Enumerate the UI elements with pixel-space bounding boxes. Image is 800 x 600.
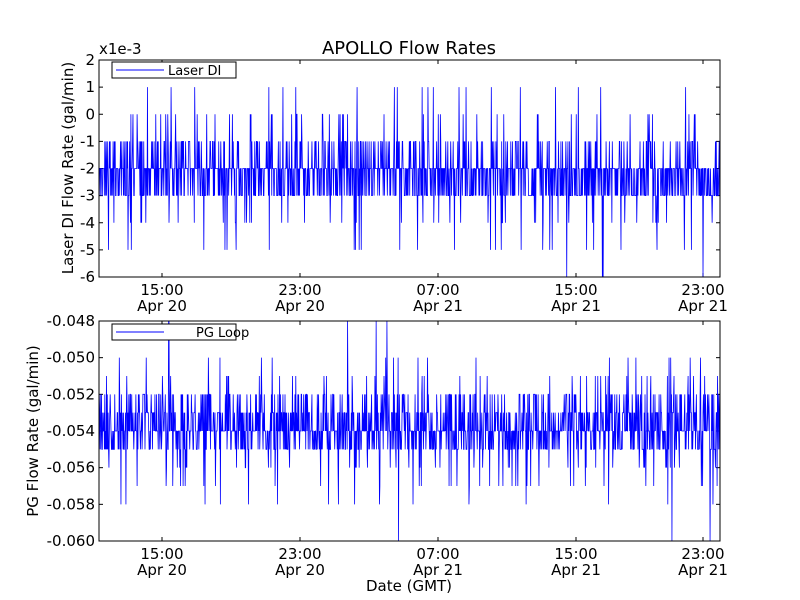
pg-loop-series-path bbox=[98, 320, 721, 542]
pg-loop-ytick-label: -0.050 bbox=[47, 349, 95, 367]
pg-loop-legend-box bbox=[111, 323, 237, 341]
pg-loop-ytick-label: -0.048 bbox=[47, 312, 95, 330]
laser-di-ytick-label: -3 bbox=[80, 187, 95, 205]
pg-loop-xtick-time: 15:00 bbox=[554, 545, 597, 563]
laser-di-legend-label: Laser DI bbox=[168, 64, 221, 79]
x-axis-label: Date (GMT) bbox=[366, 577, 452, 595]
laser-di-xtick-date: Apr 20 bbox=[275, 297, 325, 315]
laser-di-ytick-label: -5 bbox=[80, 241, 95, 259]
laser-di-ytick-label: -2 bbox=[80, 160, 95, 178]
pg-loop-xtick-date: Apr 20 bbox=[275, 561, 325, 579]
pg-loop-xtick-time: 23:00 bbox=[681, 545, 724, 563]
laser-di-xtick-date: Apr 20 bbox=[137, 297, 187, 315]
pg-loop-ytick-label: -0.056 bbox=[47, 459, 95, 477]
pg-loop-series-line bbox=[98, 320, 721, 542]
pg-loop-ylabel: PG Flow Rate (gal/min) bbox=[24, 345, 42, 517]
laser-di-xtick-date: Apr 21 bbox=[678, 297, 728, 315]
laser-di-xtick-time: 15:00 bbox=[554, 281, 597, 299]
pg-loop-xtick-time: 15:00 bbox=[140, 545, 183, 563]
laser-di-legend: Laser DI bbox=[111, 61, 237, 79]
pg-loop-plot-frame bbox=[98, 320, 721, 542]
laser-di-ytick-label: 0 bbox=[85, 105, 95, 123]
laser-di-xtick-time: 07:00 bbox=[416, 281, 459, 299]
laser-di-plot-frame bbox=[98, 59, 721, 278]
laser-di-xtick-date: Apr 21 bbox=[413, 297, 463, 315]
pg-loop-ytick-label: -0.054 bbox=[47, 422, 95, 440]
pg-loop-xtick-time: 07:00 bbox=[416, 545, 459, 563]
figure-title: APOLLO Flow Rates bbox=[322, 38, 496, 59]
pg-loop-xtick-date: Apr 21 bbox=[551, 561, 601, 579]
pg-loop-subplot: -0.060 -0.058 -0.056 -0.054 -0.052 -0.050 -0.0… bbox=[24, 312, 728, 595]
pg-loop-xtick-date: Apr 20 bbox=[137, 561, 187, 579]
laser-di-xtick-time: 23:00 bbox=[278, 281, 321, 299]
laser-di-ytick-label: -6 bbox=[80, 268, 95, 286]
laser-di-ytick-label: -4 bbox=[80, 214, 95, 232]
laser-di-ylabel: Laser DI Flow Rate (gal/min) bbox=[59, 62, 77, 274]
laser-di-legend-box bbox=[111, 61, 237, 79]
pg-loop-ytick-label: -0.060 bbox=[47, 532, 95, 550]
pg-loop-legend: PG Loop bbox=[111, 323, 249, 341]
pg-loop-xtick-date: Apr 21 bbox=[413, 561, 463, 579]
laser-di-series-line bbox=[99, 87, 721, 278]
laser-di-ytick-label: 2 bbox=[85, 51, 95, 69]
pg-loop-legend-label: PG Loop bbox=[196, 326, 249, 341]
laser-di-xtick-date: Apr 21 bbox=[551, 297, 601, 315]
laser-di-xtick-time: 15:00 bbox=[140, 281, 183, 299]
pg-loop-ticks: -0.060 -0.058 -0.056 -0.054 -0.052 -0.050 -0.0… bbox=[47, 312, 728, 579]
pg-loop-ytick-label: -0.052 bbox=[47, 385, 95, 403]
pg-loop-xtick-time: 23:00 bbox=[278, 545, 321, 563]
laser-di-xtick-time: 23:00 bbox=[681, 281, 724, 299]
laser-di-series-path bbox=[99, 87, 721, 278]
pg-loop-xtick-date: Apr 21 bbox=[678, 561, 728, 579]
pg-loop-ytick-label: -0.058 bbox=[47, 495, 95, 513]
laser-di-ytick-label: -1 bbox=[80, 132, 95, 150]
laser-di-ytick-label: 1 bbox=[85, 78, 95, 96]
laser-di-scale-note: x1e-3 bbox=[99, 40, 142, 58]
